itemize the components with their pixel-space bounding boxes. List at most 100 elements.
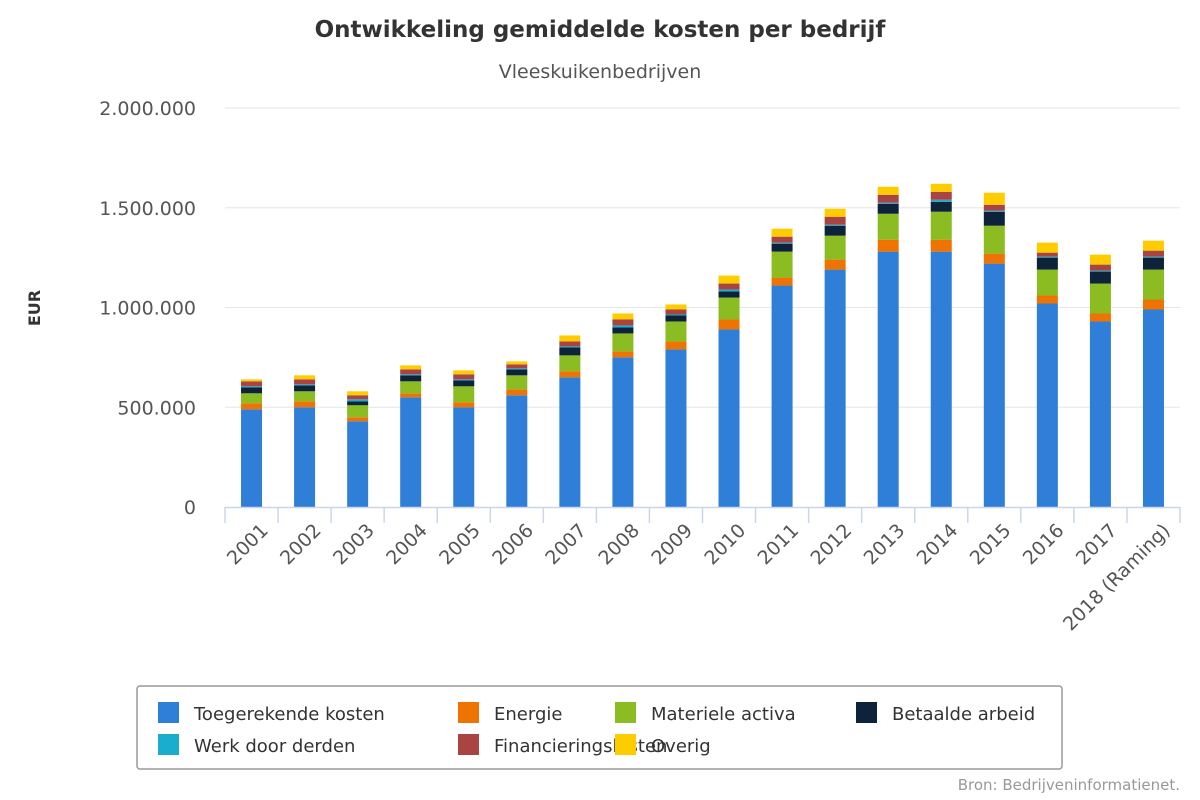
- y-axis-ticks: 0 500.000 1.000.000 1.500.000 2.000.000: [99, 98, 196, 519]
- bar-segment: [453, 379, 474, 380]
- bar-segment: [1037, 270, 1058, 296]
- bar-segment: [241, 387, 262, 393]
- legend-item-label[interactable]: Materiele activa: [651, 704, 796, 725]
- bar-segment: [665, 349, 686, 507]
- bar-segment: [559, 347, 580, 355]
- bar-segment: [772, 243, 793, 244]
- bar-segment: [294, 385, 315, 391]
- bar-segment: [559, 371, 580, 377]
- bar-segment: [506, 369, 527, 375]
- gridlines: [225, 108, 1180, 407]
- bar-segment: [825, 217, 846, 225]
- bar-segment: [453, 407, 474, 507]
- bar-segment: [719, 319, 740, 329]
- x-tick-label: 2008: [594, 520, 644, 570]
- bar-segment: [347, 401, 368, 405]
- y-tick-label: 1.500.000: [99, 198, 196, 220]
- bar-segment: [1143, 300, 1164, 310]
- legend-swatch: [856, 702, 877, 723]
- bar-segment: [665, 305, 686, 310]
- bar-segment: [825, 209, 846, 217]
- bar-segment: [506, 389, 527, 395]
- legend: Toegerekende kosten Energie Materiele acti…: [137, 686, 1062, 769]
- bar-segment: [1090, 265, 1111, 271]
- bar-segment: [665, 315, 686, 321]
- bar-segment: [400, 381, 421, 393]
- bar-segment: [984, 264, 1005, 507]
- bar-segment: [772, 244, 793, 252]
- bar-segment: [241, 393, 262, 403]
- bar-segment: [931, 212, 952, 240]
- bar-segment: [719, 298, 740, 320]
- bar-segment: [931, 240, 952, 252]
- bar-segment: [612, 357, 633, 507]
- bar-segment: [347, 417, 368, 421]
- bar-segment: [241, 381, 262, 386]
- bars: [241, 184, 1164, 507]
- bar-segment: [665, 314, 686, 315]
- bar-segment: [719, 329, 740, 507]
- stacked-bar-chart: Ontwikkeling gemiddelde kosten per bedri…: [0, 0, 1200, 800]
- bar-segment: [1090, 321, 1111, 507]
- x-tick-label: 2015: [966, 520, 1016, 570]
- bar-segment: [559, 346, 580, 347]
- y-axis-label: EUR: [25, 290, 44, 326]
- bar-segment: [719, 292, 740, 298]
- bar-segment: [931, 202, 952, 212]
- legend-swatch: [458, 734, 479, 755]
- bar-segment: [294, 375, 315, 379]
- bar-segment: [1037, 253, 1058, 257]
- legend-item-label[interactable]: Betaalde arbeid: [892, 704, 1035, 725]
- x-tick-label: 2010: [700, 520, 750, 570]
- bar-segment: [506, 364, 527, 368]
- bar-segment: [931, 192, 952, 200]
- bar-segment: [453, 386, 474, 402]
- bar-segment: [559, 355, 580, 371]
- bar-segment: [1090, 284, 1111, 314]
- bar-segment: [984, 193, 1005, 205]
- x-tick-label: 2006: [488, 520, 538, 570]
- legend-swatch: [615, 734, 636, 755]
- bar-segment: [878, 195, 899, 203]
- credits: Bron: Bedrijveninformatienet.: [958, 776, 1180, 794]
- bar-segment: [772, 278, 793, 286]
- bar-segment: [984, 205, 1005, 211]
- x-tick-label: 2014: [913, 520, 963, 570]
- bar-segment: [347, 391, 368, 395]
- bar-segment: [294, 407, 315, 507]
- bar-segment: [825, 270, 846, 507]
- bar-segment: [347, 405, 368, 417]
- bar-segment: [559, 341, 580, 346]
- bar-segment: [772, 237, 793, 243]
- bar-segment: [453, 370, 474, 374]
- legend-item-label[interactable]: Energie: [494, 704, 562, 725]
- bar-segment: [400, 374, 421, 375]
- bar-segment: [984, 211, 1005, 212]
- bar-segment: [984, 226, 1005, 254]
- bar-segment: [665, 341, 686, 349]
- x-tick-label: 2011: [753, 520, 803, 570]
- bar-segment: [400, 393, 421, 397]
- legend-item-label[interactable]: Toegerekende kosten: [193, 704, 385, 725]
- bar-segment: [878, 203, 899, 204]
- bar-segment: [241, 403, 262, 409]
- bar-segment: [719, 284, 740, 290]
- x-tick-label: 2005: [435, 520, 485, 570]
- legend-item-label[interactable]: Overig: [651, 736, 711, 757]
- bar-segment: [931, 200, 952, 202]
- bar-segment: [1037, 258, 1058, 270]
- bar-segment: [294, 384, 315, 385]
- x-tick-label: 2003: [329, 520, 379, 570]
- bar-segment: [612, 319, 633, 325]
- legend-item-label[interactable]: Financieringslasten: [494, 736, 667, 757]
- x-tick-label: 2012: [807, 520, 857, 570]
- legend-item-label[interactable]: Werk door derden: [194, 736, 355, 757]
- bar-segment: [1090, 313, 1111, 321]
- bar-segment: [241, 386, 262, 387]
- y-tick-label: 1.000.000: [99, 298, 196, 320]
- bar-segment: [772, 286, 793, 507]
- bar-segment: [984, 212, 1005, 226]
- bar-segment: [1143, 310, 1164, 508]
- bar-segment: [294, 391, 315, 401]
- bar-segment: [825, 260, 846, 270]
